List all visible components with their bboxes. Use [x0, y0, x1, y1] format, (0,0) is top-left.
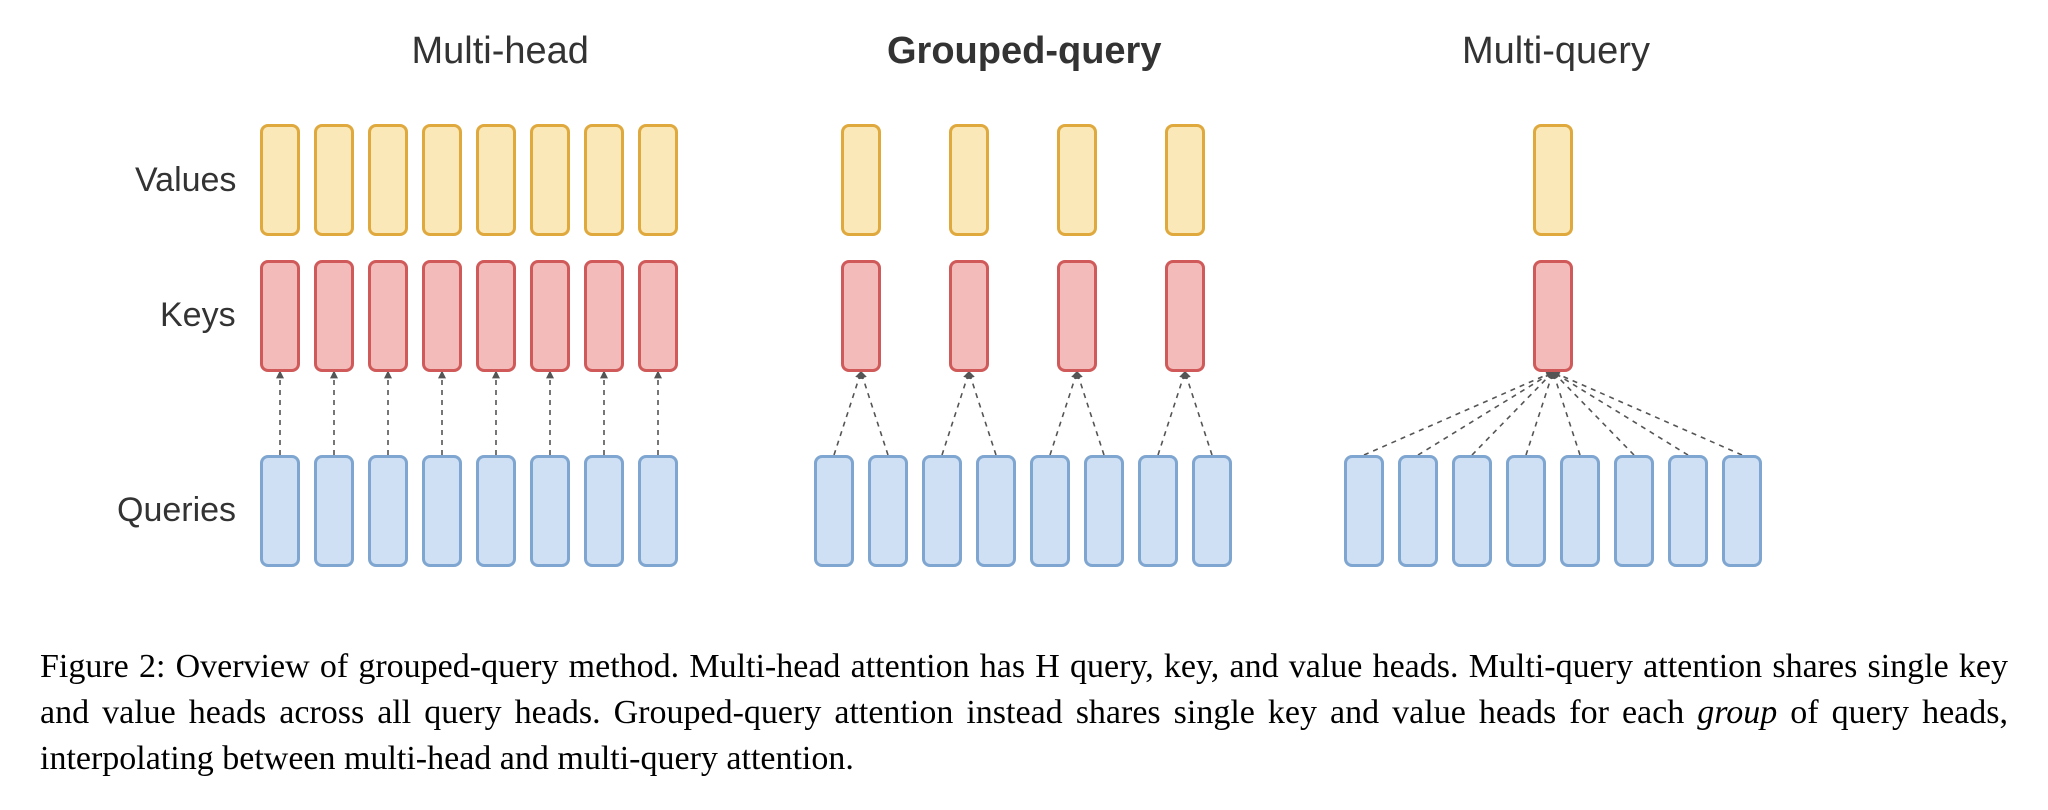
gqa-query-block	[1192, 455, 1232, 567]
connector-line	[1185, 372, 1212, 455]
mqa-query-block	[1506, 455, 1546, 567]
mha-query-block	[314, 455, 354, 567]
mha-query-block	[368, 455, 408, 567]
mqa-query-block	[1668, 455, 1708, 567]
connector-line	[1526, 372, 1553, 455]
connector-line	[1050, 372, 1077, 455]
mqa-query-block	[1344, 455, 1384, 567]
connector-line	[1553, 372, 1580, 455]
gqa-query-block	[1138, 455, 1178, 567]
gqa-value-block	[1057, 124, 1097, 236]
mha-query-block	[584, 455, 624, 567]
connector-line	[1553, 372, 1688, 455]
mha-value-block	[584, 124, 624, 236]
mqa-query-block	[1452, 455, 1492, 567]
column-title-groupedquery: Grouped-query	[887, 30, 1161, 73]
connector-line	[1553, 372, 1634, 455]
mqa-value-block	[1533, 124, 1573, 236]
mqa-query-block	[1398, 455, 1438, 567]
connector-line	[969, 372, 996, 455]
column-title-multiquery: Multi-query	[1462, 30, 1650, 73]
figure-caption: Figure 2: Overview of grouped-query meth…	[40, 644, 2008, 782]
gqa-query-block	[922, 455, 962, 567]
mha-value-block	[638, 124, 678, 236]
mqa-query-block	[1560, 455, 1600, 567]
caption-italic-word: group	[1697, 694, 1777, 731]
gqa-key-block	[1057, 260, 1097, 372]
mha-query-block	[638, 455, 678, 567]
mha-value-block	[530, 124, 570, 236]
row-label-queries: Queries	[117, 491, 236, 530]
connector-line	[861, 372, 888, 455]
mqa-key-block	[1533, 260, 1573, 372]
gqa-query-block	[976, 455, 1016, 567]
connector-line	[1077, 372, 1104, 455]
connector-line	[1158, 372, 1185, 455]
gqa-query-block	[1030, 455, 1070, 567]
row-label-keys: Keys	[160, 296, 236, 335]
connector-line	[1472, 372, 1553, 455]
gqa-key-block	[841, 260, 881, 372]
connector-line	[942, 372, 969, 455]
gqa-key-block	[949, 260, 989, 372]
gqa-value-block	[1165, 124, 1205, 236]
mqa-query-block	[1614, 455, 1654, 567]
connector-line	[834, 372, 861, 455]
mqa-query-block	[1722, 455, 1762, 567]
mha-key-block	[476, 260, 516, 372]
gqa-key-block	[1165, 260, 1205, 372]
gqa-query-block	[868, 455, 908, 567]
mha-query-block	[530, 455, 570, 567]
mha-value-block	[368, 124, 408, 236]
mha-value-block	[314, 124, 354, 236]
row-label-values: Values	[135, 161, 236, 200]
mha-value-block	[476, 124, 516, 236]
mha-key-block	[584, 260, 624, 372]
connector-line	[1418, 372, 1553, 455]
connector-line	[1364, 372, 1553, 455]
caption-prefix: Figure 2:	[40, 648, 176, 685]
mha-key-block	[260, 260, 300, 372]
mha-key-block	[422, 260, 462, 372]
gqa-query-block	[814, 455, 854, 567]
mha-value-block	[260, 124, 300, 236]
connector-line	[1553, 372, 1742, 455]
gqa-query-block	[1084, 455, 1124, 567]
mha-key-block	[314, 260, 354, 372]
mha-key-block	[530, 260, 570, 372]
mha-key-block	[638, 260, 678, 372]
column-title-multihead: Multi-head	[412, 30, 589, 73]
gqa-value-block	[949, 124, 989, 236]
mha-query-block	[422, 455, 462, 567]
mha-query-block	[476, 455, 516, 567]
mha-value-block	[422, 124, 462, 236]
mha-key-block	[368, 260, 408, 372]
gqa-value-block	[841, 124, 881, 236]
mha-query-block	[260, 455, 300, 567]
